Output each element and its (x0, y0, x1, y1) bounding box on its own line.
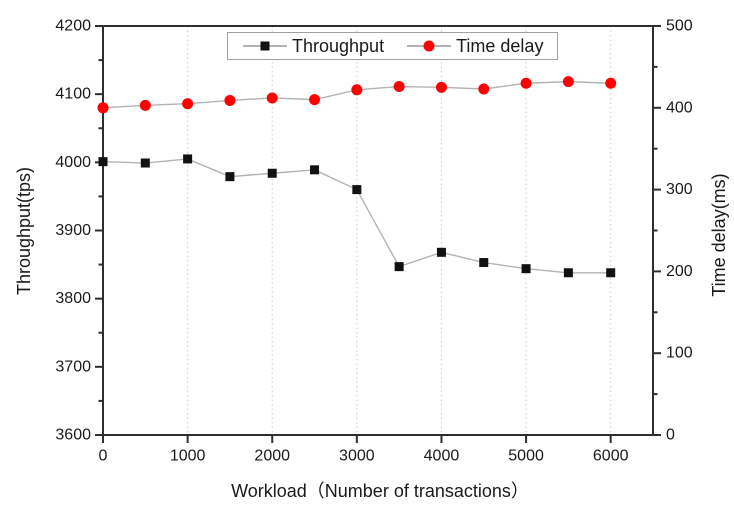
time-delay-data-point (224, 94, 236, 106)
time-delay-data-point (562, 76, 574, 88)
throughput-data-point (521, 264, 531, 274)
throughput-data-point (606, 268, 616, 278)
circle-marker-icon (423, 40, 435, 52)
throughput-data-point (98, 157, 108, 167)
time-delay-data-point (393, 81, 405, 93)
right-tick-label: 200 (666, 263, 693, 280)
x-tick-label: 2000 (254, 448, 290, 465)
throughput-data-point (394, 262, 404, 272)
legend-item-throughput: Throughput (242, 36, 384, 57)
time-delay-data-point (520, 77, 532, 89)
time-delay-data-point (351, 84, 363, 96)
throughput-data-point (267, 168, 277, 178)
left-tick-label: 3800 (55, 290, 91, 307)
throughput-legend-marker (243, 41, 287, 51)
left-tick-label: 4000 (55, 154, 91, 171)
x-tick-label: 6000 (593, 448, 629, 465)
right-tick-label: 400 (666, 99, 693, 116)
left-tick-label: 4200 (55, 18, 91, 35)
legend-item-time-delay: Time delay (406, 36, 543, 57)
time-delay-data-point (97, 102, 109, 114)
legend-label-throughput: Throughput (292, 35, 385, 56)
throughput-data-point (140, 158, 150, 168)
left-tick-label: 4100 (55, 86, 91, 103)
throughput-data-point (183, 154, 193, 164)
time-delay-data-point (266, 92, 278, 104)
legend-label-time-delay: Time delay (456, 35, 544, 56)
right-tick-label: 100 (666, 345, 693, 362)
x-tick-label: 3000 (339, 448, 375, 465)
x-tick-label: 0 (99, 448, 108, 465)
x-axis-title: Workload（Number of transactions） (231, 481, 529, 501)
time-delay-legend-marker (407, 40, 452, 52)
throughput-data-point (310, 165, 320, 175)
y-axis-title-right: Time delay(ms) (709, 173, 729, 296)
left-tick-label: 3700 (55, 358, 91, 375)
time-delay-data-point (435, 81, 447, 93)
time-delay-data-point (309, 94, 321, 106)
time-delay-data-point (605, 77, 617, 89)
left-tick-label: 3600 (55, 427, 91, 444)
throughput-data-point (352, 185, 362, 195)
right-tick-label: 0 (666, 427, 675, 444)
axis-ticks: 3600370038003900400041004200010020030040… (55, 18, 692, 465)
time-delay-data-point (478, 83, 490, 95)
throughput-data-point (225, 172, 235, 182)
left-tick-label: 3900 (55, 222, 91, 239)
throughput-data-point (436, 247, 446, 257)
time-delay-data-point (139, 99, 151, 111)
legend: Throughput Time delay (227, 32, 559, 60)
plot-border (102, 25, 654, 436)
x-tick-label: 1000 (170, 448, 206, 465)
right-tick-label: 500 (666, 18, 693, 35)
time-delay-data-point (182, 98, 194, 110)
x-tick-label: 5000 (508, 448, 544, 465)
right-tick-label: 300 (666, 181, 693, 198)
data-series (97, 76, 617, 278)
throughput-data-point (479, 258, 489, 268)
plot-frame (102, 25, 654, 436)
square-marker-icon (260, 41, 270, 51)
x-tick-label: 4000 (424, 448, 460, 465)
throughput-data-point (563, 268, 573, 278)
y-axis-title-left: Throughput(tps) (14, 167, 34, 295)
